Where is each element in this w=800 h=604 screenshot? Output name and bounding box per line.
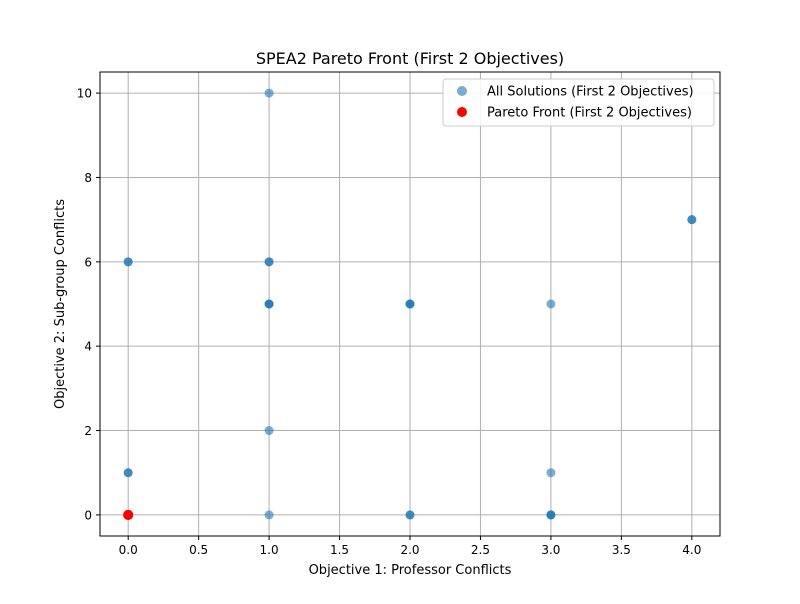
x-tick-label: 2.5 <box>471 543 490 557</box>
solution-point <box>687 215 697 225</box>
x-axis-ticks: 0.0 0.5 1.0 1.5 2.0 2.5 3.0 3.5 4.0 <box>119 536 701 557</box>
legend-marker-pareto-front <box>457 107 467 117</box>
x-tick-label: 4.0 <box>682 543 701 557</box>
solution-point <box>264 426 274 436</box>
solution-point <box>264 510 274 520</box>
x-tick-label: 1.0 <box>260 543 279 557</box>
solution-point <box>123 468 133 478</box>
x-tick-label: 3.5 <box>612 543 631 557</box>
legend-label-all-solutions: All Solutions (First 2 Objectives) <box>487 85 694 100</box>
y-tick-label: 6 <box>84 255 92 269</box>
solution-point <box>405 510 415 520</box>
x-tick-label: 2.0 <box>400 543 419 557</box>
y-tick-label: 4 <box>84 340 92 354</box>
legend-box <box>442 78 715 127</box>
legend-marker-all-solutions <box>457 86 467 96</box>
series-0 <box>123 88 697 520</box>
solution-point <box>546 510 556 520</box>
y-tick-label: 2 <box>84 424 92 438</box>
x-axis-label: Objective 1: Professor Conflicts <box>309 563 512 578</box>
solution-point <box>264 88 274 98</box>
solution-point <box>264 257 274 267</box>
plot-frame <box>99 71 721 537</box>
x-tick-label: 1.5 <box>330 543 349 557</box>
solution-point <box>546 299 556 309</box>
chart-title: SPEA2 Pareto Front (First 2 Objectives) <box>256 49 564 68</box>
y-tick-label: 8 <box>84 171 92 185</box>
solution-point <box>546 468 556 478</box>
y-axis-ticks: 0 2 4 6 8 10 <box>77 87 100 522</box>
solution-point <box>123 257 133 267</box>
solution-point <box>264 299 274 309</box>
y-axis-label: Objective 2: Sub-group Conflicts <box>53 199 68 409</box>
legend-label-pareto-front: Pareto Front (First 2 Objectives) <box>487 106 692 121</box>
x-tick-label: 0.5 <box>189 543 208 557</box>
pareto-point <box>123 509 134 520</box>
solution-point <box>405 299 415 309</box>
x-tick-label: 0.0 <box>119 543 138 557</box>
y-tick-label: 10 <box>77 87 92 101</box>
y-tick-label: 0 <box>84 508 92 522</box>
legend: All Solutions (First 2 Objectives) Paret… <box>442 78 715 127</box>
series-1 <box>123 509 134 520</box>
data-series <box>123 88 697 520</box>
x-tick-label: 3.0 <box>541 543 560 557</box>
